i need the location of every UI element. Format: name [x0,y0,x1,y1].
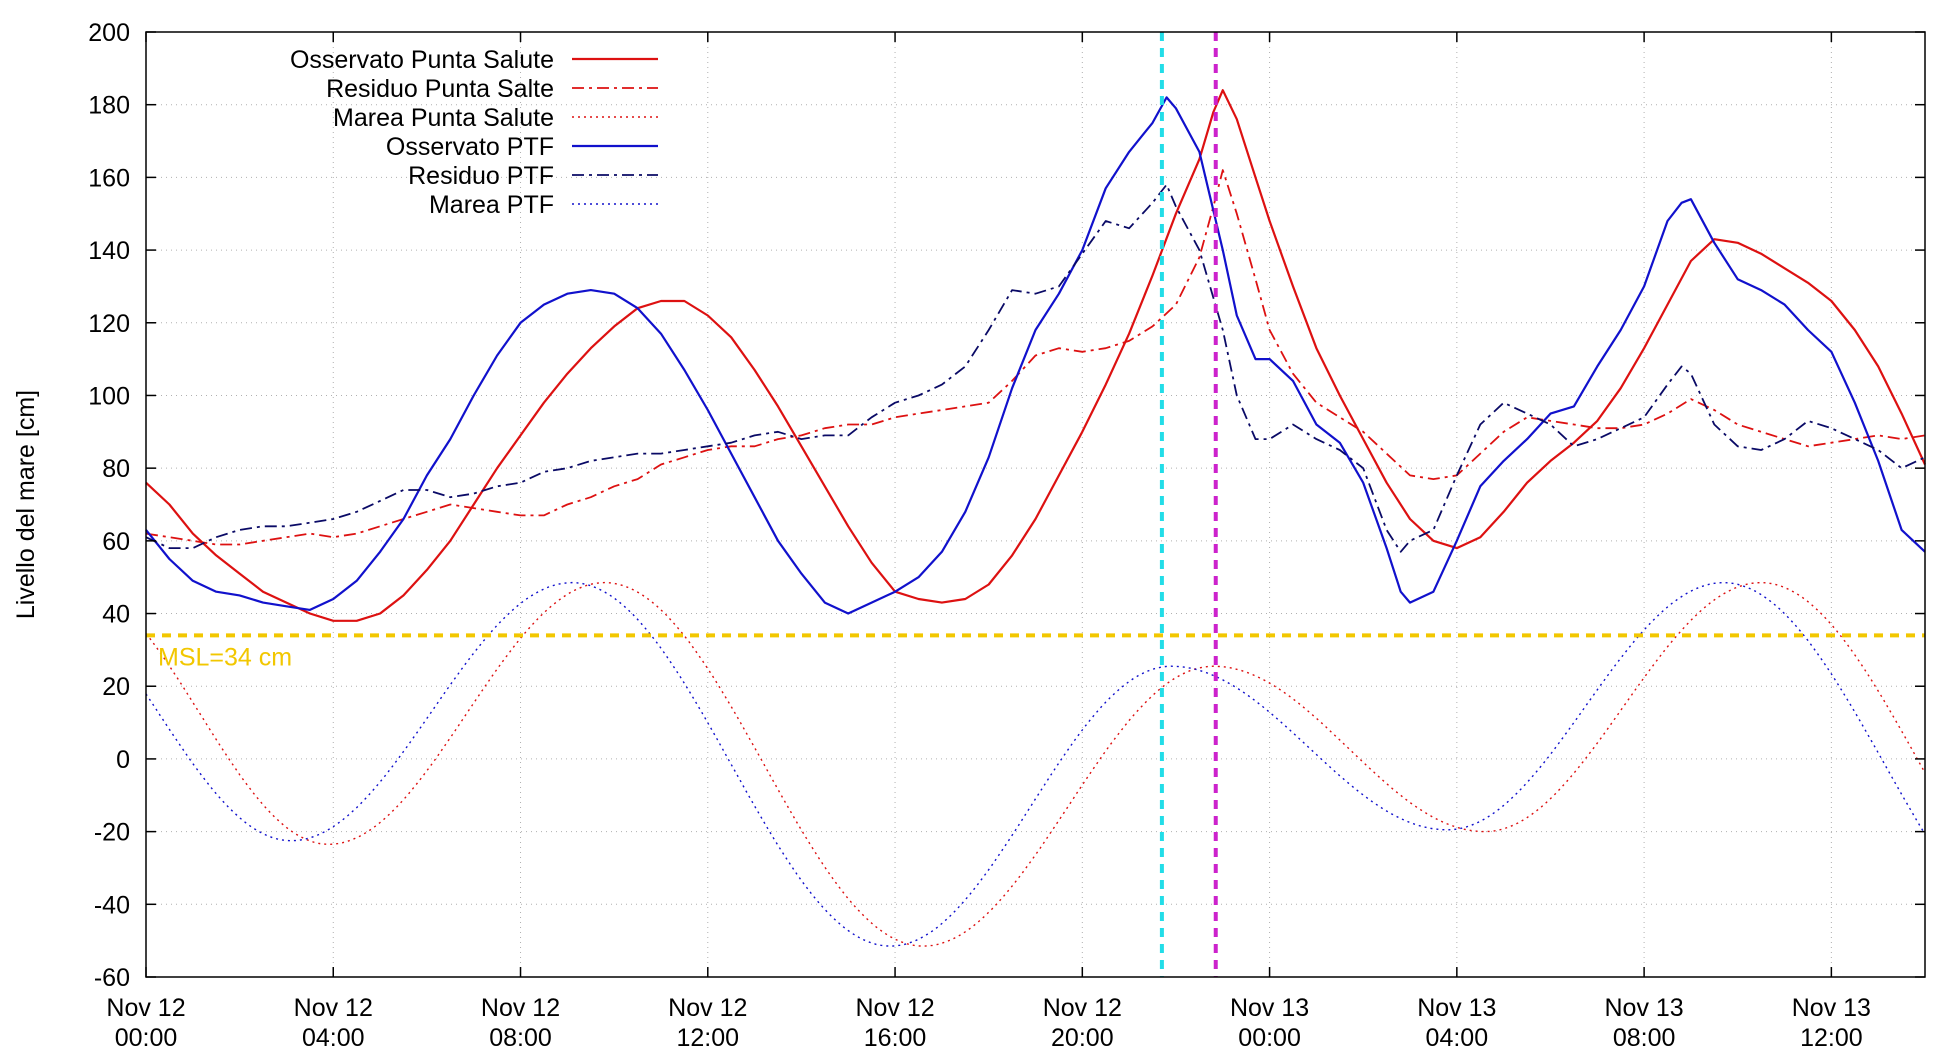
msl-annotation: MSL=34 cm [158,643,292,671]
x-tick-label-time: 00:00 [1238,1024,1301,1051]
series-line-3 [145,96,1926,615]
legend-label-0: Osservato Punta Salute [290,46,554,74]
legend-label-5: Marea PTF [429,191,554,219]
y-tick-label: 0 [116,746,130,774]
x-tick-label-time: 12:00 [677,1024,740,1051]
x-tick-label-date: Nov 12 [294,994,373,1022]
x-tick-label-time: 12:00 [1800,1024,1863,1051]
legend-label-1: Residuo Punta Salte [326,75,554,103]
legend-label-4: Residuo PTF [408,162,554,190]
x-tick-label-date: Nov 13 [1230,994,1309,1022]
series-line-1 [145,169,1926,546]
x-tick-label-date: Nov 12 [1043,994,1122,1022]
axis-ticks: -60 -40 -20 0 20 40 60 80 100 120 140 160 180 200 Nov … [88,19,1925,1051]
x-tick-label-time: 16:00 [864,1024,927,1051]
x-tick-label-date: Nov 13 [1604,994,1683,1022]
x-tick-label-time: 08:00 [489,1024,552,1051]
series-line-2 [145,581,1926,947]
y-tick-label: 160 [88,164,130,192]
y-tick-label: 200 [88,19,130,47]
series-line-0 [145,89,1926,622]
y-tick-label: 60 [102,528,130,556]
x-tick-label-date: Nov 12 [855,994,934,1022]
y-tick-label: 80 [102,455,130,483]
y-tick-label: -20 [94,819,130,847]
x-tick-label-time: 00:00 [115,1024,178,1051]
y-axis-title: Livello del mare [cm] [12,390,40,619]
y-tick-label: 20 [102,673,130,701]
y-tick-label: 40 [102,601,130,629]
y-tick-label: -60 [94,964,130,992]
x-tick-label-date: Nov 13 [1792,994,1871,1022]
x-tick-label-date: Nov 12 [668,994,747,1022]
legend-label-3: Osservato PTF [386,133,554,161]
y-tick-label: 100 [88,382,130,410]
y-tick-label: -40 [94,891,130,919]
legend-label-2: Marea Punta Salute [333,104,554,132]
x-tick-label-time: 08:00 [1613,1024,1676,1051]
x-tick-label-time: 04:00 [302,1024,365,1051]
y-tick-label: 180 [88,92,130,120]
y-tick-label: 140 [88,237,130,265]
series-group [145,89,1926,947]
reference-lines [146,32,1925,977]
series-line-4 [145,183,1926,553]
x-tick-label-date: Nov 12 [481,994,560,1022]
plot-area-frame [145,31,1926,978]
y-tick-label: 120 [88,310,130,338]
x-tick-label-time: 20:00 [1051,1024,1114,1051]
x-tick-label-date: Nov 13 [1417,994,1496,1022]
x-tick-label-time: 04:00 [1426,1024,1489,1051]
x-tick-label-date: Nov 12 [106,994,185,1022]
